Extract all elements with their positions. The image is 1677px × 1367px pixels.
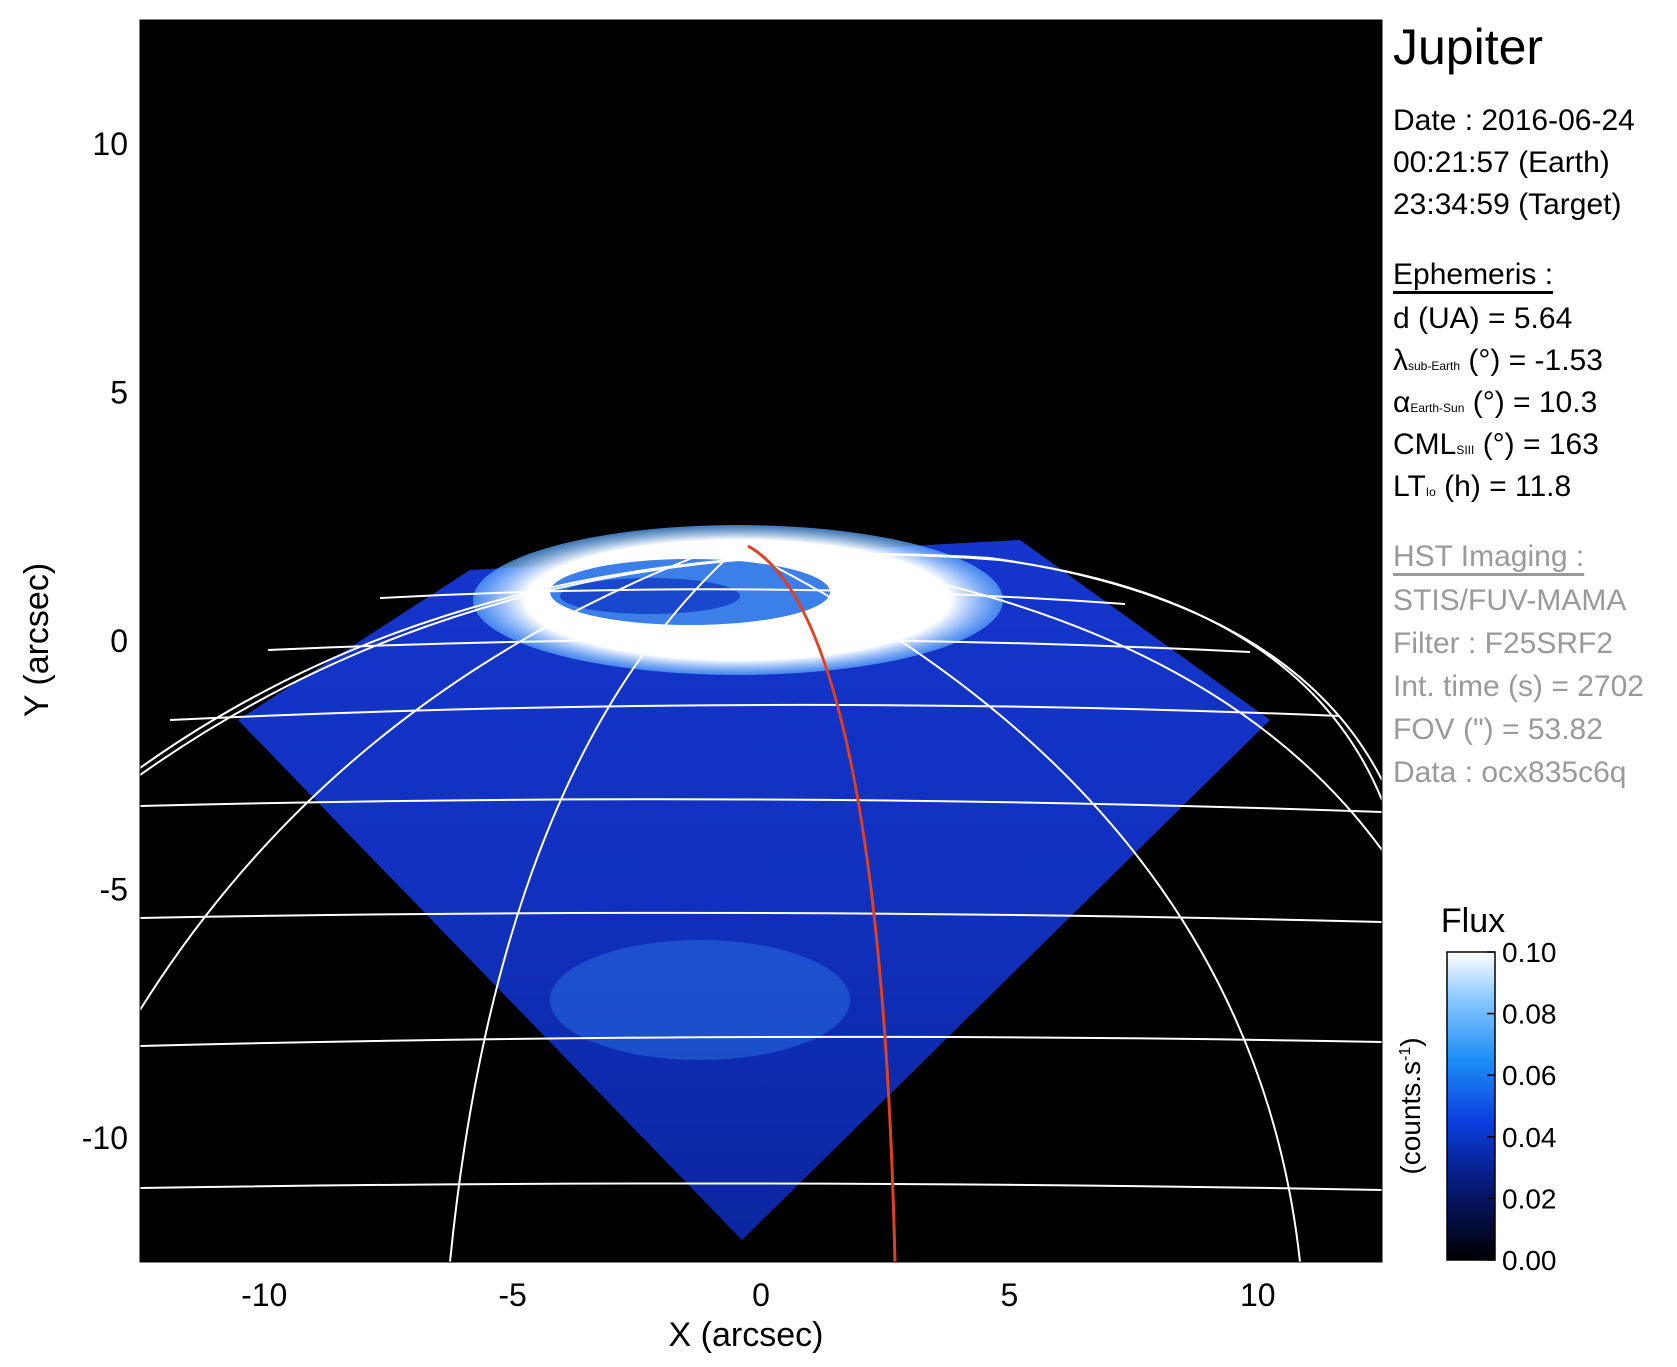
- data-id-line: Data : ocx835c6q: [1393, 756, 1627, 789]
- date-line: Date : 2016-06-24: [1393, 104, 1635, 137]
- hst-imaging-heading: HST Imaging :: [1393, 540, 1585, 573]
- diffuse-emission-patch: [550, 940, 850, 1060]
- planet-title: Jupiter: [1393, 19, 1544, 75]
- ephemeris-heading: Ephemeris :: [1393, 258, 1554, 291]
- integration-time-line: Int. time (s) = 2702: [1393, 670, 1644, 703]
- x-tick-label: -10: [241, 1277, 287, 1313]
- sub-earth-latitude-line: λsub-Earth (°) = -1.53: [1393, 344, 1603, 377]
- colorbar-tick-label: 0.04: [1502, 1122, 1557, 1153]
- y-tick-label: -5: [100, 871, 128, 907]
- y-tick-label: 5: [110, 375, 128, 411]
- auroral-emission-region: [238, 540, 1270, 1240]
- y-axis-title: Y (arcsec): [18, 563, 56, 717]
- colorbar-tick-label: 0.10: [1502, 937, 1557, 968]
- distance-line: d (UA) = 5.64: [1393, 302, 1573, 335]
- x-tick-label: -5: [498, 1277, 526, 1313]
- instrument-line: STIS/FUV-MAMA: [1393, 584, 1627, 617]
- y-tick-label: 0: [110, 623, 128, 659]
- cml-line: CMLSIII (°) = 163: [1393, 428, 1599, 461]
- time-earth-line: 00:21:57 (Earth): [1393, 146, 1610, 179]
- x-tick-label: 0: [752, 1277, 770, 1313]
- io-footprint-track: [747, 544, 897, 1262]
- colorbar: [1446, 951, 1496, 1261]
- colorbar-tick-label: 0.06: [1502, 1060, 1557, 1091]
- colorbar-title: Flux: [1441, 902, 1505, 940]
- time-target-line: 23:34:59 (Target): [1393, 188, 1622, 221]
- axis-frame: [139, 19, 1383, 1263]
- fov-line: FOV (") = 53.82: [1393, 713, 1603, 746]
- x-axis-title: X (arcsec): [669, 1316, 824, 1354]
- y-tick-label: -10: [82, 1120, 128, 1156]
- filter-line: Filter : F25SRF2: [1393, 627, 1614, 660]
- x-tick-label: 5: [1001, 1277, 1019, 1313]
- colorbar-tick-label: 0.00: [1502, 1245, 1557, 1276]
- phase-angle-line: αEarth-Sun (°) = 10.3: [1393, 386, 1598, 419]
- x-tick-label: 10: [1240, 1277, 1276, 1313]
- colorbar-unit: (counts.s-1): [1395, 1037, 1426, 1174]
- polar-region-inner: [560, 578, 740, 614]
- longitude-grid: [140, 547, 1382, 1262]
- local-time-io-line: LTIo (h) = 11.8: [1393, 470, 1572, 503]
- latitude-grid: [140, 588, 1382, 1191]
- y-tick-label: 10: [92, 126, 128, 162]
- colorbar-tick-label: 0.08: [1502, 999, 1557, 1030]
- colorbar-tick-label: 0.02: [1502, 1183, 1557, 1214]
